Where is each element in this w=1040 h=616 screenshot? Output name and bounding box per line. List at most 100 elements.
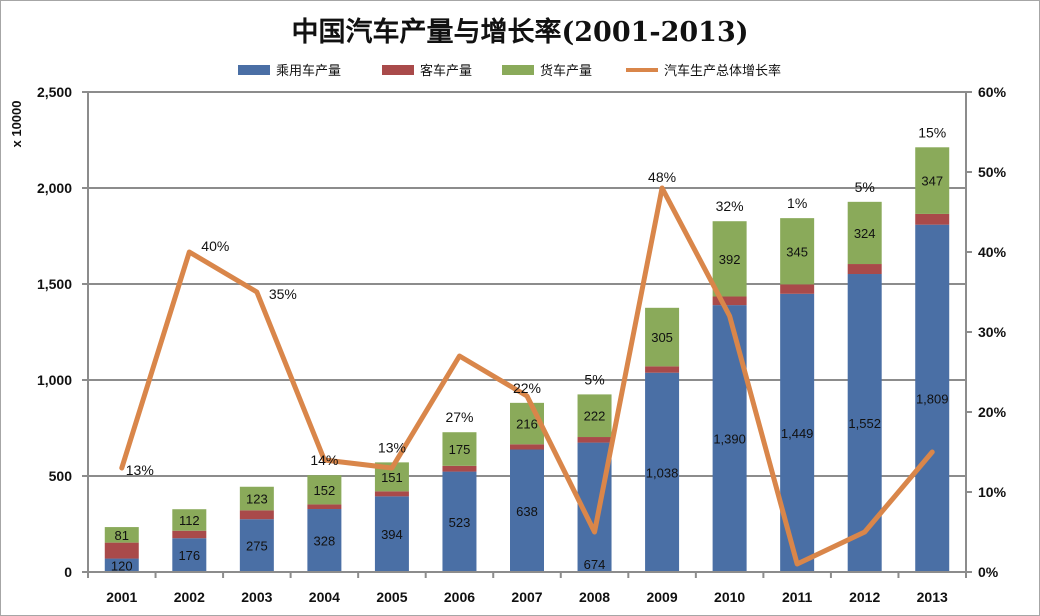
bar-value-label: 152 <box>314 483 336 498</box>
x-tick-label: 2009 <box>646 589 677 605</box>
x-tick-label: 2001 <box>106 589 137 605</box>
growth-rate-label: 48% <box>648 169 676 185</box>
bar-segment <box>239 519 274 572</box>
y-left-unit: x 10000 <box>9 101 24 148</box>
bar-segment <box>510 444 544 450</box>
bar-value-label: 176 <box>178 548 200 563</box>
bar-segment <box>442 432 477 466</box>
x-tick-label: 2012 <box>849 589 880 605</box>
bar-segment <box>510 449 544 572</box>
y-right-tick-label: 10% <box>978 484 1007 500</box>
bar-value-label: 120 <box>111 558 133 573</box>
bar-segment <box>645 307 680 367</box>
bar-value-label: 123 <box>246 492 268 507</box>
bar-segment <box>239 510 274 520</box>
bar-value-label: 394 <box>381 527 403 542</box>
growth-rate-label: 40% <box>201 238 229 254</box>
bar-segment <box>374 491 409 497</box>
bar-segment <box>442 471 477 572</box>
x-tick-label: 2008 <box>579 589 610 605</box>
x-tick-label: 2007 <box>511 589 542 605</box>
bar-segment <box>172 538 207 572</box>
y-left-tick-label: 500 <box>49 468 73 484</box>
bar-value-label: 674 <box>584 557 606 572</box>
growth-rate-label: 5% <box>584 371 604 387</box>
bar-value-label: 1,038 <box>646 465 679 480</box>
x-tick-label: 2005 <box>376 589 407 605</box>
bar-value-label: 347 <box>921 174 943 189</box>
bar-segment <box>307 504 342 510</box>
bar-segment <box>645 366 680 373</box>
bar-value-label: 1,809 <box>916 391 949 406</box>
axes: 0 500 1,000 1,500 2,000 2,500 0% 10% 20% 30% 40% 50… <box>37 84 1007 605</box>
bar-value-label: 275 <box>246 539 268 554</box>
bar-value-label: 216 <box>516 417 538 432</box>
y-right-tick-label: 60% <box>978 84 1007 100</box>
bar-value-label: 305 <box>651 330 673 345</box>
bar-value-label: 324 <box>854 226 876 241</box>
bar-segment <box>915 147 950 214</box>
growth-rate-label: 13% <box>378 439 406 455</box>
bar-segment <box>915 224 950 572</box>
x-tick-label: 2010 <box>714 589 745 605</box>
y-right-tick-label: 30% <box>978 324 1007 340</box>
legend-swatch <box>238 65 270 75</box>
chart-title: 中国汽车产量与增长率(2001-2013) <box>291 16 748 48</box>
x-tick-label: 2013 <box>917 589 948 605</box>
y-left-tick-label: 1,500 <box>37 276 72 292</box>
legend-label: 货车产量 <box>540 63 592 79</box>
bar-segment <box>915 213 950 225</box>
bar-value-label: 1,552 <box>848 416 881 431</box>
bar-segment <box>712 296 747 306</box>
x-tick-label: 2006 <box>444 589 475 605</box>
bar-value-label: 151 <box>381 470 403 485</box>
bar-segment <box>307 509 342 572</box>
growth-line-layer <box>119 185 935 567</box>
legend-label: 汽车生产总体增长率 <box>664 63 781 79</box>
bar-segment <box>780 218 815 285</box>
bar-segment <box>577 394 612 438</box>
growth-rate-label: 1% <box>787 195 807 211</box>
legend-label: 客车产量 <box>420 63 472 79</box>
legend-swatch <box>502 65 534 75</box>
bar-value-label: 1,390 <box>713 432 746 447</box>
bar-value-label: 345 <box>786 244 808 259</box>
y-right-tick-label: 20% <box>978 404 1007 420</box>
bar-value-label: 523 <box>449 515 471 530</box>
bar-segment <box>847 264 882 275</box>
bar-segment <box>780 284 815 294</box>
growth-rate-label: 22% <box>513 380 541 396</box>
growth-rate-label: 35% <box>269 286 297 302</box>
bar-segment <box>374 496 409 572</box>
y-left-tick-label: 1,000 <box>37 372 72 388</box>
data-labels: 120 81 176 112 275 123 328 152 394 151 523 175 638 21… <box>111 124 949 573</box>
y-left-tick-label: 2,000 <box>37 180 72 196</box>
bar-value-label: 328 <box>314 534 336 549</box>
growth-rate-label: 32% <box>716 198 744 214</box>
growth-rate-label: 15% <box>918 124 946 140</box>
bar-value-label: 175 <box>449 442 471 457</box>
bar-value-label: 112 <box>179 513 200 528</box>
bar-value-label: 638 <box>516 504 538 519</box>
x-tick-label: 2011 <box>782 589 813 605</box>
bar-segment <box>442 465 477 472</box>
legend: 乘用车产量 客车产量 货车产量 汽车生产总体增长率 <box>238 63 781 79</box>
bar-segment <box>239 486 274 511</box>
legend-label: 乘用车产量 <box>276 63 341 79</box>
bar-segment <box>847 201 882 265</box>
bar-value-label: 222 <box>584 409 606 424</box>
bar-value-label: 392 <box>719 252 741 267</box>
growth-rate-label: 14% <box>310 452 338 468</box>
growth-rate-label: 5% <box>855 179 875 195</box>
bar-segment <box>712 221 747 297</box>
bar-segment <box>645 372 680 572</box>
y-right-tick-label: 0% <box>978 564 999 580</box>
bar-segment <box>577 437 612 443</box>
bar-segment <box>104 527 139 543</box>
bar-segment <box>172 509 207 531</box>
bar-value-label: 81 <box>115 528 129 543</box>
x-tick-label: 2003 <box>241 589 272 605</box>
growth-rate-line <box>119 185 935 567</box>
y-right-tick-label: 40% <box>978 244 1007 260</box>
